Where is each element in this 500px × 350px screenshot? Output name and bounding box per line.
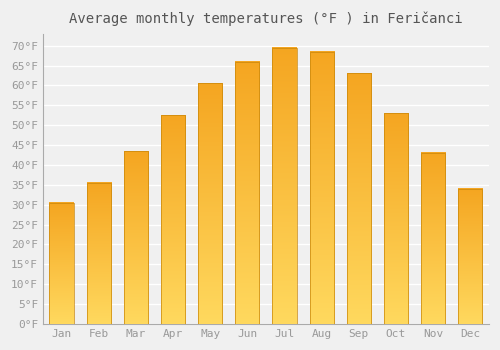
Bar <box>421 153 445 324</box>
Bar <box>124 151 148 324</box>
Bar <box>236 62 260 324</box>
Title: Average monthly temperatures (°F ) in Feričanci: Average monthly temperatures (°F ) in Fe… <box>69 11 462 26</box>
Bar <box>347 74 371 324</box>
Bar <box>50 203 74 324</box>
Bar <box>384 113 408 324</box>
Bar <box>86 183 111 324</box>
Bar <box>161 115 185 324</box>
Bar <box>272 48 296 324</box>
Bar <box>310 51 334 324</box>
Bar <box>458 189 482 324</box>
Bar <box>198 83 222 324</box>
